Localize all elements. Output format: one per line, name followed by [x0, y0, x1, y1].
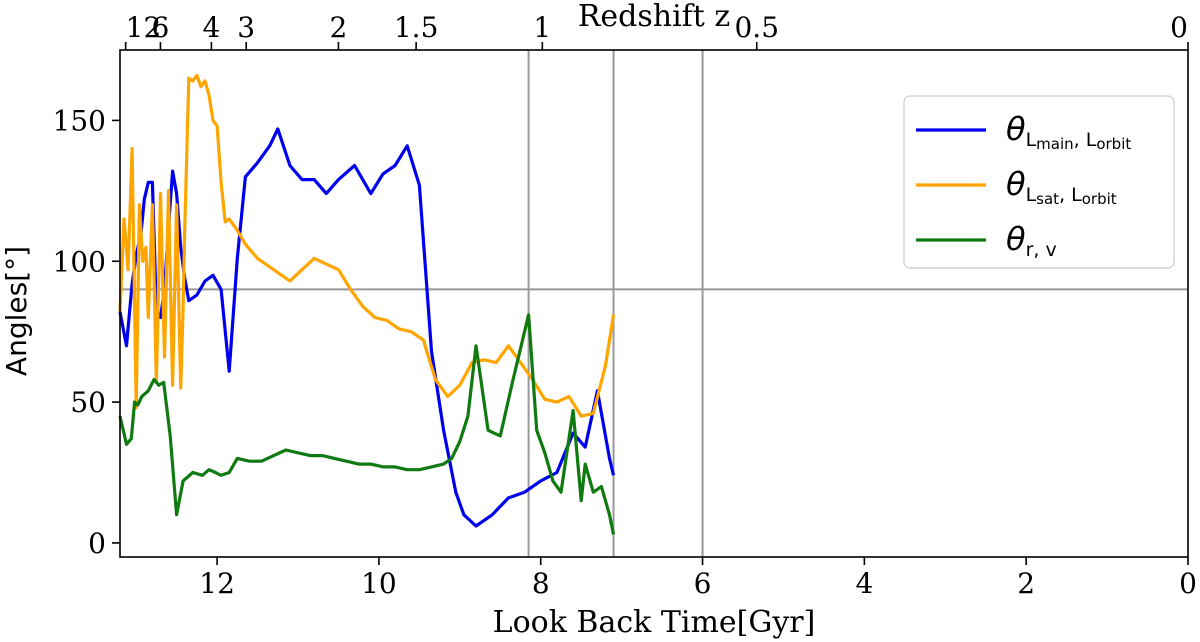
top-tick-label: 6 [152, 11, 170, 44]
y-tick-label: 150 [53, 104, 106, 137]
legend-subsubscript: orbit [1082, 190, 1117, 208]
series-line-2 [118, 73, 616, 418]
top-tick-label: 3 [237, 11, 255, 44]
legend-box [903, 95, 1175, 269]
legend-label-2: θLsat, Lorbit [1006, 165, 1117, 208]
plot-frame [119, 49, 1189, 558]
legend-subscript: L [1026, 184, 1037, 206]
legend-subsubscript: orbit [1096, 135, 1131, 153]
y-tick-label: 0 [88, 527, 106, 560]
top-axis-label: Redshift z [578, 0, 730, 34]
top-tick-label: 0.5 [734, 11, 779, 44]
x-tick-label: 8 [532, 567, 550, 600]
top-tick-label: 12 [126, 11, 162, 44]
top-tick-label: 1.5 [394, 11, 439, 44]
legend-symbol: θ [1006, 220, 1026, 258]
legend-subscript: r, v [1026, 239, 1057, 261]
x-tick-label: 0 [1179, 567, 1197, 600]
x-tick-label: 6 [694, 567, 712, 600]
series-lines [118, 73, 616, 535]
series-line-1 [118, 127, 616, 528]
legend-subscript: , L [1074, 129, 1097, 151]
x-tick-label: 10 [361, 567, 397, 600]
y-axis-label: Angles[°] [0, 246, 33, 376]
legend-subsubscript: main [1036, 135, 1073, 153]
x-tick-label: 4 [855, 567, 873, 600]
top-tick-label: 0 [1170, 11, 1188, 44]
top-tick-label: 1 [533, 11, 551, 44]
top-tick-label: 2 [330, 11, 348, 44]
y-tick-label: 100 [53, 245, 106, 278]
x-tick-label: 12 [199, 567, 235, 600]
legend-symbol: θ [1006, 165, 1026, 203]
top-tick-label: 4 [203, 11, 221, 44]
bottom-axis: 12 10 8 6 4 2 0 [199, 557, 1197, 600]
legend-subsubscript: sat [1036, 190, 1059, 208]
y-tick-label: 50 [70, 386, 106, 419]
left-axis: 0 50 100 150 [53, 104, 120, 560]
legend-label-1: θLmain, Lorbit [1006, 110, 1131, 153]
top-axis: 126 4 3 2 1.5 1 0.5 0 [124, 11, 1189, 50]
legend-subscript: , L [1059, 184, 1082, 206]
legend-label-3: θr, v [1006, 220, 1057, 261]
x-axis-label: Look Back Time[Gyr] [493, 605, 816, 640]
legend-symbol: θ [1006, 110, 1026, 148]
legend-subscript: L [1026, 129, 1037, 151]
x-tick-label: 2 [1017, 567, 1035, 600]
series-line-3 [118, 313, 616, 535]
